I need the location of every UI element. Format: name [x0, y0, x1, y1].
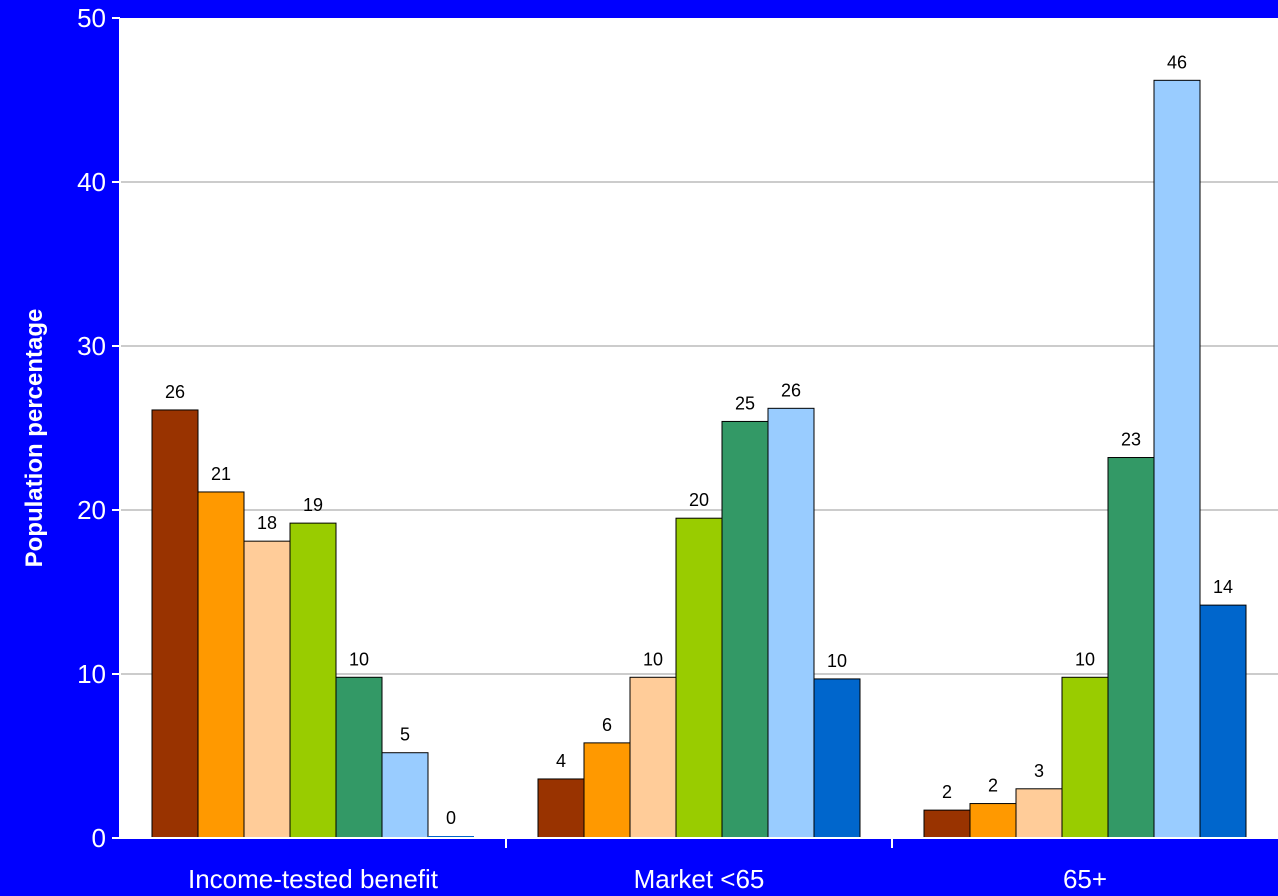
- bar-value-label: 10: [349, 649, 369, 669]
- bar: [537, 778, 585, 839]
- bar: [721, 420, 769, 839]
- bar-value-label: 2: [988, 776, 998, 796]
- bar-value-label: 19: [303, 495, 323, 515]
- bar: [197, 491, 245, 839]
- bar-value-label: 26: [781, 380, 801, 400]
- bar-value-label: 0: [446, 808, 456, 828]
- bar: [1153, 79, 1201, 839]
- bar: [1107, 457, 1155, 839]
- bar: [289, 522, 337, 839]
- x-category-label: Income-tested benefit: [188, 864, 439, 894]
- y-tick-label: 40: [77, 167, 106, 197]
- bar-value-label: 14: [1213, 577, 1233, 597]
- bars: [151, 79, 1247, 839]
- bar-value-label: 6: [602, 715, 612, 735]
- x-category-label: 65+: [1063, 864, 1107, 894]
- y-tick-label: 50: [77, 3, 106, 33]
- bar-value-label: 21: [211, 464, 231, 484]
- bar: [583, 742, 631, 839]
- bar-value-label: 10: [643, 649, 663, 669]
- bar: [767, 407, 815, 839]
- bar: [1015, 788, 1063, 839]
- bar: [381, 752, 429, 839]
- bar: [243, 540, 291, 839]
- bar: [969, 803, 1017, 839]
- bar-value-label: 46: [1167, 52, 1187, 72]
- bar: [923, 809, 971, 839]
- bar: [1061, 676, 1109, 839]
- bar-value-label: 20: [689, 490, 709, 510]
- bar-value-label: 26: [165, 382, 185, 402]
- y-axis-title: Population percentage: [21, 309, 48, 568]
- y-tick-label: 30: [77, 331, 106, 361]
- bar-value-label: 18: [257, 513, 277, 533]
- bar: [335, 676, 383, 839]
- bar-value-label: 23: [1121, 430, 1141, 450]
- bar: [1199, 604, 1247, 839]
- x-category-label: Market <65: [634, 864, 765, 894]
- bar: [151, 409, 199, 839]
- bar-value-label: 4: [556, 751, 566, 771]
- bar: [675, 517, 723, 839]
- y-tick-label: 0: [92, 823, 106, 853]
- bar-value-label: 3: [1034, 761, 1044, 781]
- bar-value-label: 5: [400, 725, 410, 745]
- bar-value-label: 25: [735, 393, 755, 413]
- y-tick-label: 20: [77, 495, 106, 525]
- y-tick-label: 10: [77, 659, 106, 689]
- bar: [629, 676, 677, 839]
- bar-value-label: 10: [1075, 649, 1095, 669]
- bar-value-label: 2: [942, 782, 952, 802]
- bar: [813, 678, 861, 839]
- bar-value-label: 10: [827, 651, 847, 671]
